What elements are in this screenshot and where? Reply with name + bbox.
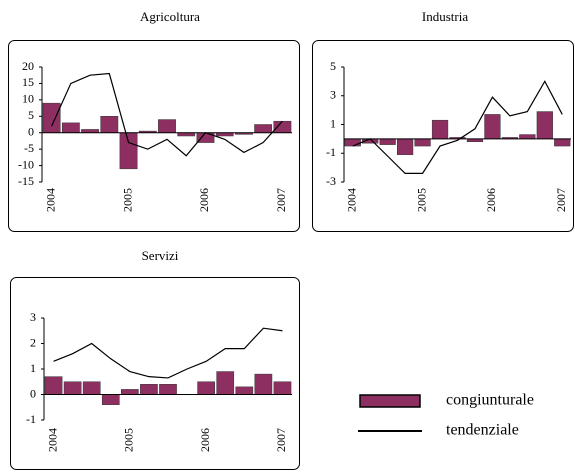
y-tick-label: 0	[28, 124, 34, 138]
y-tick-label: -1	[26, 412, 36, 426]
x-tick-label: 2004	[45, 428, 59, 452]
line	[352, 80, 563, 174]
chart-title: Servizi	[142, 248, 179, 263]
bar	[344, 138, 361, 147]
y-tick-label: -10	[18, 157, 34, 171]
y-tick-label: 5	[28, 108, 34, 122]
bar	[554, 138, 571, 147]
bar	[254, 373, 273, 395]
x-tick-label: 2007	[554, 188, 568, 212]
bar	[216, 371, 235, 395]
x-tick-label: 2004	[43, 188, 57, 212]
bar	[61, 122, 80, 133]
y-tick-label: -1	[326, 145, 336, 159]
chart-title: Agricoltura	[140, 9, 200, 24]
line	[53, 327, 283, 379]
panel-frame	[10, 277, 300, 470]
x-tick-label: 2007	[274, 428, 288, 452]
bar	[273, 120, 292, 133]
y-tick-label: -15	[18, 174, 34, 188]
bar	[536, 111, 553, 140]
bar	[484, 114, 501, 140]
bar	[100, 116, 119, 133]
bar	[397, 138, 414, 155]
legend: congiunturale tendenziale	[446, 392, 534, 439]
bar	[159, 384, 177, 395]
x-tick-label: 2005	[414, 188, 428, 212]
y-tick-label: 15	[22, 75, 34, 89]
legend-label: congiunturale	[446, 392, 534, 409]
bar	[121, 389, 139, 395]
bar	[119, 132, 138, 170]
x-tick-label: 2006	[197, 188, 211, 212]
bar	[140, 384, 158, 395]
bar	[82, 381, 101, 395]
bar	[63, 381, 82, 395]
y-tick-label: 0	[30, 386, 36, 400]
bar	[44, 376, 63, 395]
bar	[254, 124, 273, 133]
y-tick-label: 10	[22, 92, 34, 106]
chart-title: Industria	[422, 9, 468, 24]
bar	[273, 381, 292, 395]
bar	[197, 381, 215, 395]
y-tick-label: -5	[24, 141, 34, 155]
legend-label: tendenziale	[446, 422, 519, 439]
y-tick-label: 1	[30, 361, 36, 375]
x-tick-label: 2006	[484, 188, 498, 212]
bar	[42, 102, 61, 133]
y-tick-label: 3	[330, 88, 336, 102]
panel-frame	[8, 40, 300, 232]
line	[51, 72, 283, 157]
bar	[158, 119, 176, 133]
bar	[414, 138, 431, 147]
bar	[235, 386, 254, 395]
y-tick-label: 20	[22, 59, 34, 73]
x-tick-label: 2005	[122, 428, 136, 452]
x-tick-label: 2007	[274, 188, 288, 212]
bar	[519, 134, 536, 140]
x-tick-label: 2005	[120, 188, 134, 212]
legend-swatch	[359, 394, 421, 408]
y-tick-label: 5	[330, 59, 336, 73]
x-tick-label: 2004	[344, 188, 358, 212]
bar	[379, 138, 396, 145]
x-tick-label: 2006	[198, 428, 212, 452]
y-tick-label: -3	[326, 174, 336, 188]
y-tick-label: 1	[330, 116, 336, 130]
y-tick-label: 2	[30, 335, 36, 349]
bar	[101, 394, 120, 405]
panel-frame	[312, 40, 574, 232]
bar	[431, 119, 449, 140]
y-tick-label: 3	[30, 310, 36, 324]
